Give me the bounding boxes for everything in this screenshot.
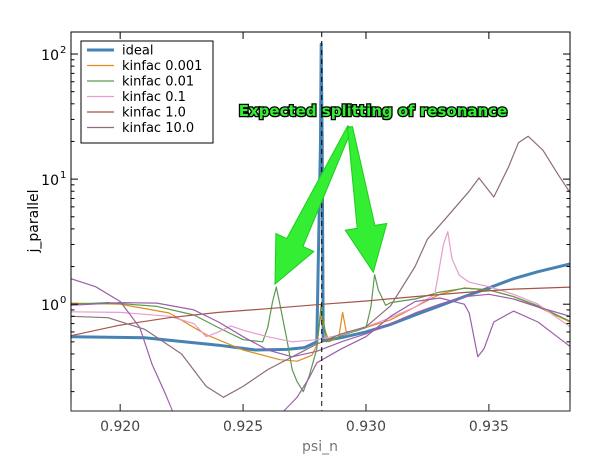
y-tick-label-0: 10 — [41, 298, 59, 314]
y-tick-label-2: 10 — [41, 48, 59, 64]
series-line-8 — [71, 293, 570, 358]
y-tick-exponent-0: 0 — [60, 295, 66, 306]
x-axis-label: psi_n — [302, 439, 338, 455]
series-line-7 — [282, 297, 570, 411]
y-tick-exponent-1: 1 — [60, 170, 66, 181]
y-tick-label-1: 10 — [41, 173, 59, 189]
annotation-text: Expected splitting of resonance — [239, 102, 508, 120]
x-tick-label-1: 0.925 — [223, 419, 263, 435]
legend-label-0: ideal — [122, 44, 153, 59]
y-tick-exponent-2: 2 — [60, 45, 66, 56]
annotation-arrow-0 — [274, 125, 353, 286]
x-tick-label-3: 0.935 — [469, 419, 509, 435]
x-tick-label-2: 0.930 — [346, 419, 386, 435]
series-line-6 — [71, 278, 174, 411]
legend-box — [80, 40, 214, 144]
series-line-4 — [71, 286, 570, 337]
series-layer — [71, 32, 570, 411]
legend-label-1: kinfac 0.001 — [122, 59, 202, 74]
legend-label-2: kinfac 0.01 — [122, 75, 194, 90]
y-axis-label: j_parallel — [26, 190, 42, 254]
x-tick-label-0: 0.920 — [100, 419, 140, 435]
annotation-arrow-1 — [344, 126, 388, 274]
annotation-layer: Expected splitting of resonance — [237, 101, 509, 286]
legend-label-3: kinfac 0.1 — [122, 90, 186, 105]
legend-label-5: kinfac 10.0 — [122, 121, 194, 136]
legend-label-4: kinfac 1.0 — [122, 106, 186, 121]
series-line-5 — [71, 135, 570, 398]
